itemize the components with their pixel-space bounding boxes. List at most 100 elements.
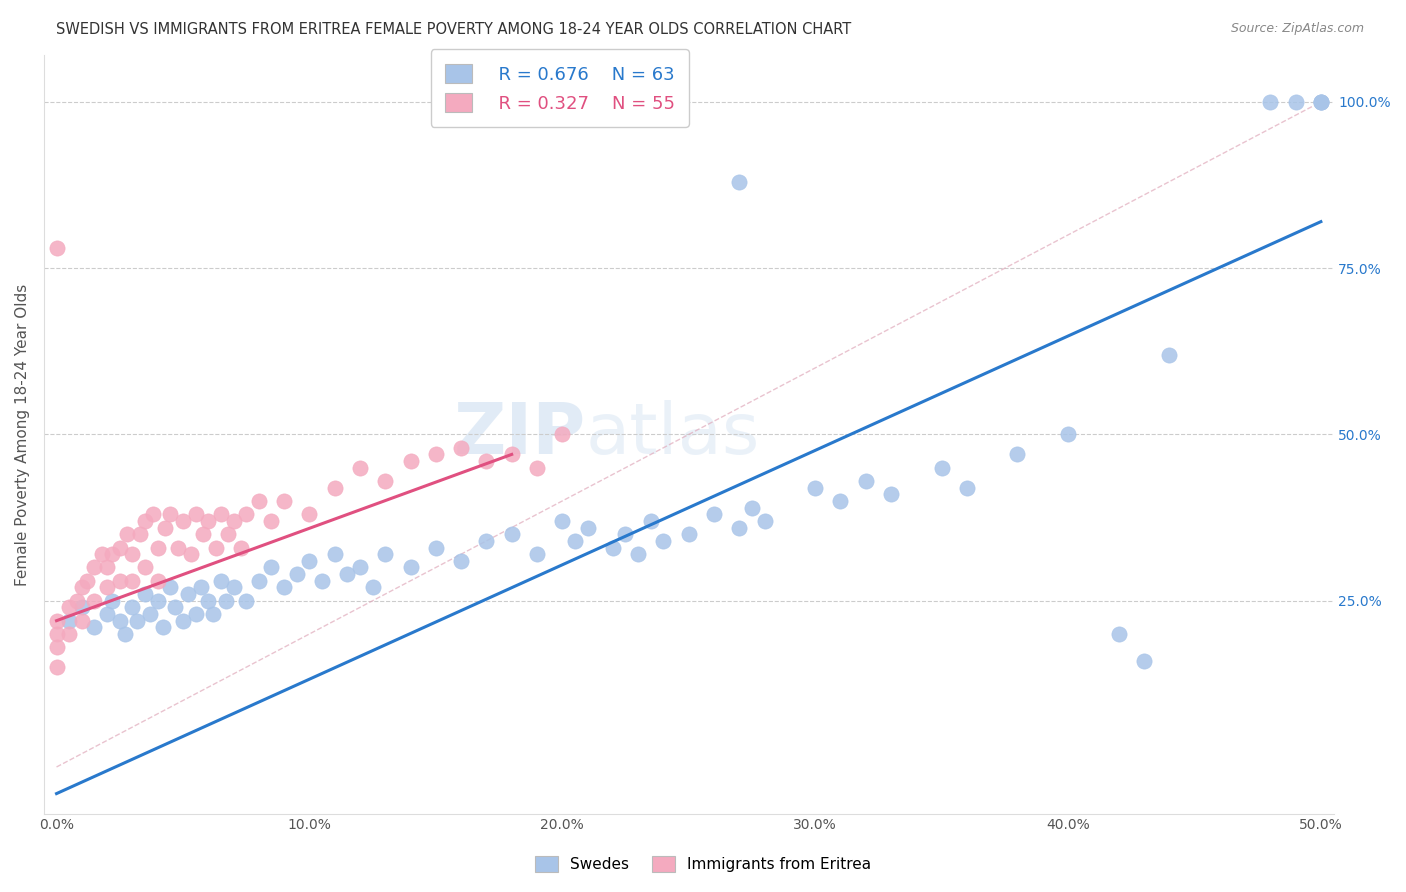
Point (1309, 95, 1331, 109)
Point (652, 533, 675, 548)
Point (215, 593, 238, 607)
Point (167, 541, 190, 555)
Point (374, 474, 396, 488)
Point (134, 587, 156, 601)
Point (311, 574, 333, 588)
Point (1133, 654, 1156, 668)
Point (121, 574, 143, 588)
Point (1284, 95, 1306, 109)
Point (349, 560, 371, 574)
Point (1007, 447, 1029, 461)
Point (76, 574, 98, 588)
Point (880, 487, 903, 501)
Point (728, 520, 751, 534)
Point (70, 581, 93, 595)
Point (614, 527, 637, 541)
Point (235, 508, 257, 522)
Point (172, 514, 194, 528)
Point (209, 574, 232, 588)
Text: SWEDISH VS IMMIGRANTS FROM ERITREA FEMALE POVERTY AMONG 18-24 YEAR OLDS CORRELAT: SWEDISH VS IMMIGRANTS FROM ERITREA FEMAL… (56, 22, 852, 37)
Point (450, 554, 472, 568)
Point (121, 600, 143, 615)
Point (222, 581, 245, 595)
Legend:   R = 0.676    N = 63,   R = 0.327    N = 55: R = 0.676 N = 63, R = 0.327 N = 55 (430, 49, 689, 127)
Point (218, 527, 240, 541)
Point (1108, 627, 1130, 641)
Point (298, 508, 321, 522)
Point (1258, 95, 1281, 109)
Point (134, 560, 156, 574)
Point (229, 541, 252, 555)
Point (96, 607, 118, 621)
Point (108, 541, 131, 555)
Point (91, 547, 114, 561)
Point (142, 508, 165, 522)
Point (184, 607, 207, 621)
Point (197, 514, 219, 528)
Point (526, 460, 548, 475)
Point (425, 447, 447, 461)
Point (222, 514, 245, 528)
Point (323, 547, 346, 561)
Point (139, 607, 162, 621)
Point (180, 547, 202, 561)
Point (931, 460, 953, 475)
Point (361, 581, 384, 595)
Point (209, 508, 232, 522)
Point (260, 514, 283, 528)
Point (114, 627, 136, 641)
Point (754, 514, 776, 528)
Legend: Swedes, Immigrants from Eritrea: Swedes, Immigrants from Eritrea (527, 848, 879, 880)
Point (70, 600, 93, 615)
Point (146, 541, 169, 555)
Point (172, 614, 194, 628)
Point (285, 567, 308, 582)
Point (273, 494, 295, 508)
Point (425, 541, 447, 555)
Point (728, 175, 751, 189)
Point (551, 514, 574, 528)
Point (159, 508, 181, 522)
Point (1309, 95, 1331, 109)
Point (129, 527, 152, 541)
Point (152, 620, 174, 634)
Point (155, 520, 177, 534)
Point (184, 508, 207, 522)
Point (501, 527, 523, 541)
Point (475, 454, 498, 468)
Point (96, 581, 118, 595)
Point (336, 567, 359, 582)
Point (678, 527, 700, 541)
Point (83, 593, 105, 607)
Point (58, 614, 80, 628)
Point (127, 614, 149, 628)
Point (101, 593, 124, 607)
Point (703, 508, 725, 522)
Point (193, 527, 215, 541)
Text: Source: ZipAtlas.com: Source: ZipAtlas.com (1230, 22, 1364, 36)
Point (58, 627, 80, 641)
Point (830, 494, 852, 508)
Point (235, 593, 257, 607)
Point (66, 593, 89, 607)
Point (159, 581, 181, 595)
Text: ZIP: ZIP (453, 400, 585, 469)
Point (121, 547, 143, 561)
Point (526, 547, 548, 561)
Point (956, 481, 979, 495)
Point (247, 574, 270, 588)
Point (58, 600, 80, 615)
Point (1159, 348, 1181, 362)
Point (260, 560, 283, 574)
Point (101, 547, 124, 561)
Point (298, 554, 321, 568)
Point (501, 447, 523, 461)
Text: atlas: atlas (585, 400, 759, 469)
Point (45, 614, 67, 628)
Point (70, 614, 93, 628)
Point (45, 660, 67, 674)
Point (576, 520, 599, 534)
Point (551, 427, 574, 442)
Point (96, 560, 118, 574)
Point (45, 241, 67, 255)
